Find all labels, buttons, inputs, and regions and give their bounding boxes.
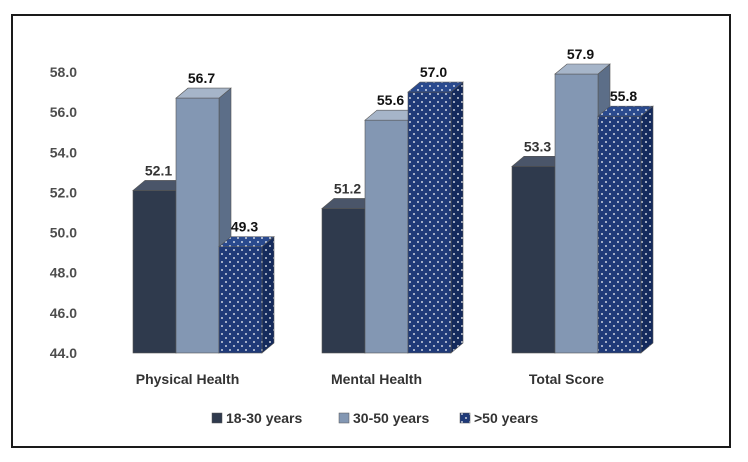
data-label: 57.9 bbox=[567, 46, 594, 62]
legend-swatch bbox=[338, 412, 350, 424]
x-tick-label: Physical Health bbox=[136, 371, 240, 387]
data-label: 53.3 bbox=[524, 138, 551, 154]
legend-item: 18-30 years bbox=[211, 410, 303, 426]
y-tick-label: 54.0 bbox=[50, 144, 77, 160]
y-axis: 44.0 46.0 48.0 50.0 52.0 54.0 56.0 58.0 bbox=[50, 64, 77, 361]
legend-swatch bbox=[211, 412, 223, 424]
bar-side bbox=[450, 81, 464, 354]
data-label: 52.1 bbox=[145, 162, 172, 178]
legend-label: 30-50 years bbox=[353, 410, 430, 426]
legend: 18-30 years 30-50 years >50 years bbox=[211, 410, 538, 426]
bar bbox=[407, 81, 464, 354]
x-axis: Physical Health Mental Health Total Score bbox=[136, 371, 605, 387]
bar-front bbox=[175, 97, 220, 354]
bar-front bbox=[218, 246, 263, 354]
bar-front bbox=[364, 119, 409, 354]
bar-front bbox=[407, 91, 452, 354]
bar-top bbox=[554, 63, 611, 75]
y-tick-label: 46.0 bbox=[50, 305, 77, 321]
legend-swatch bbox=[459, 412, 471, 424]
data-label: 51.2 bbox=[334, 180, 361, 196]
bar-front bbox=[597, 115, 642, 354]
legend-item: 30-50 years bbox=[338, 410, 430, 426]
bar-top bbox=[218, 236, 275, 247]
bar-top bbox=[597, 105, 654, 117]
y-tick-label: 52.0 bbox=[50, 184, 77, 200]
bar bbox=[597, 105, 654, 354]
data-label: 49.3 bbox=[231, 219, 258, 235]
legend-label: >50 years bbox=[474, 410, 538, 426]
y-tick-label: 56.0 bbox=[50, 104, 77, 120]
data-label: 56.7 bbox=[188, 70, 215, 86]
data-label: 57.0 bbox=[420, 64, 447, 80]
legend-item: >50 years bbox=[459, 410, 538, 426]
y-tick-label: 48.0 bbox=[50, 265, 77, 281]
y-tick-label: 58.0 bbox=[50, 64, 77, 80]
bar-top bbox=[407, 81, 464, 93]
data-label: 55.8 bbox=[610, 88, 637, 104]
bar-front bbox=[132, 190, 177, 354]
bar-side bbox=[640, 105, 654, 354]
y-tick-label: 44.0 bbox=[50, 345, 77, 361]
legend-label: 18-30 years bbox=[226, 410, 303, 426]
bar-top bbox=[175, 87, 232, 99]
bar-front bbox=[321, 208, 366, 354]
y-tick-label: 50.0 bbox=[50, 225, 77, 241]
x-tick-label: Total Score bbox=[529, 371, 604, 387]
bar-side bbox=[261, 235, 275, 354]
x-tick-label: Mental Health bbox=[331, 371, 422, 387]
data-label: 55.6 bbox=[377, 92, 404, 108]
bars: 52.1 56.7 49.3 51.2 55.6 57.0 53.3 57.9 55.8 bbox=[132, 46, 654, 354]
bar-front bbox=[511, 166, 556, 354]
bar-front bbox=[554, 73, 599, 354]
bar bbox=[218, 235, 275, 354]
